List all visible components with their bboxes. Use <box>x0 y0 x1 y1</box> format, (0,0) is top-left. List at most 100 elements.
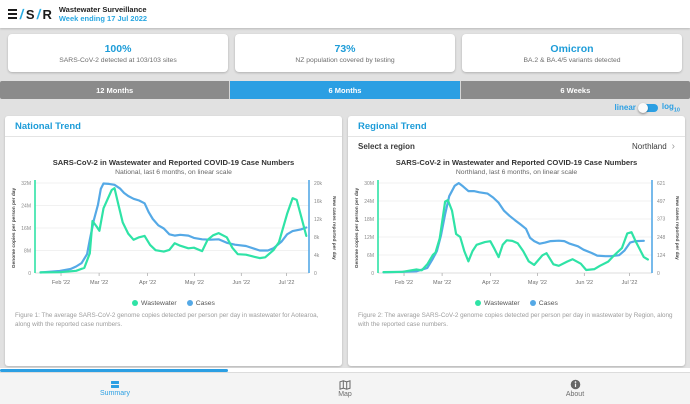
map-icon <box>339 379 351 390</box>
stat-card-coverage: 73% NZ population covered by testing <box>235 34 455 72</box>
legend-item-cases: Cases <box>186 300 215 307</box>
logo-letter-r: R <box>42 6 52 22</box>
logo-letter-s: S <box>25 6 35 22</box>
stat-cards: 100% SARS-CoV-2 detected at 103/103 site… <box>0 28 690 76</box>
scale-toggle-row: linear log10 <box>0 99 690 116</box>
esr-logo-e-icon <box>8 8 17 20</box>
stat-value: 100% <box>104 42 132 55</box>
svg-text:Genome copies per person per d: Genome copies per person per day <box>11 188 17 269</box>
svg-text:May '22: May '22 <box>527 280 546 286</box>
regional-chart-wrap: 0 6M 12M 18M 24M 30M 0 124 248 373 497 621 Feb '22 Ma… <box>348 176 685 298</box>
legend-item-wastewater: Wastewater <box>475 300 520 307</box>
region-select-label: Select a region <box>358 142 415 151</box>
svg-text:621: 621 <box>657 181 666 187</box>
svg-text:18M: 18M <box>364 217 374 223</box>
svg-text:Mar '22: Mar '22 <box>433 280 451 286</box>
regional-chart-subtitle: Northland, last 6 months, on linear scal… <box>455 169 578 176</box>
national-spacer <box>5 137 342 156</box>
nav-label: About <box>565 391 585 398</box>
chart-legend: Wastewater Cases <box>5 298 342 308</box>
info-icon <box>570 379 580 390</box>
linear-label: linear <box>614 103 636 112</box>
nav-item-about[interactable]: About <box>460 379 690 398</box>
header-titles: Wastewater Surveillance Week ending 17 J… <box>59 5 147 24</box>
wastewater-dot-icon <box>475 300 482 306</box>
national-trend-panel: National Trend SARS-CoV-2 in Wastewater … <box>5 116 342 366</box>
region-select-row[interactable]: Select a region Northland › <box>348 137 685 156</box>
chevron-right-icon: › <box>671 140 675 152</box>
svg-text:4k: 4k <box>314 253 320 259</box>
week-ending-label: Week ending 17 Jul 2022 <box>58 14 148 23</box>
svg-text:Genome copies per person per d: Genome copies per person per day <box>354 188 360 269</box>
esr-logo: / S / R <box>8 6 52 22</box>
stat-card-detection: 100% SARS-CoV-2 detected at 103/103 site… <box>8 34 228 72</box>
svg-text:12M: 12M <box>364 235 374 241</box>
tab-6-weeks[interactable]: 6 Weeks <box>460 81 690 99</box>
national-chart-title: SARS-CoV-2 in Wastewater and Reported CO… <box>52 158 295 167</box>
national-trend-title: National Trend <box>5 116 342 137</box>
app-header: / S / R Wastewater Surveillance Week end… <box>0 0 690 28</box>
regional-chart[interactable]: 0 6M 12M 18M 24M 30M 0 124 248 373 497 621 Feb '22 Ma… <box>350 176 684 298</box>
nav-label: Map <box>338 390 352 398</box>
stat-label: BA.2 & BA.4/5 variants detected <box>523 56 621 64</box>
svg-text:16k: 16k <box>314 199 323 205</box>
log-label: log10 <box>661 101 680 114</box>
svg-text:30M: 30M <box>364 181 374 187</box>
stat-value: 73% <box>334 42 356 55</box>
svg-text:24M: 24M <box>21 203 31 209</box>
svg-text:8M: 8M <box>24 248 31 254</box>
svg-text:20k: 20k <box>314 181 323 187</box>
svg-text:124: 124 <box>657 253 666 259</box>
logo-slash: / <box>35 6 42 22</box>
svg-text:0: 0 <box>28 271 31 277</box>
svg-text:Mar '22: Mar '22 <box>90 280 108 286</box>
figure-1-caption: Figure 1: The average SARS-CoV-2 genome … <box>15 312 319 329</box>
svg-text:Apr '22: Apr '22 <box>138 280 155 286</box>
svg-text:New cases reported per day: New cases reported per day <box>331 196 337 260</box>
trend-panels: National Trend SARS-CoV-2 in Wastewater … <box>0 116 690 366</box>
logo-slash: / <box>18 6 26 22</box>
stat-value: Omicron <box>550 42 594 55</box>
nav-item-summary[interactable]: Summary <box>0 380 230 397</box>
tab-6-months[interactable]: 6 Months <box>230 81 461 99</box>
svg-text:0: 0 <box>657 271 660 277</box>
svg-text:Jul '22: Jul '22 <box>278 280 294 286</box>
svg-text:248: 248 <box>657 235 666 241</box>
svg-text:0: 0 <box>371 271 374 277</box>
national-chart-subtitle: National, last 6 months, on linear scale <box>115 169 232 176</box>
svg-text:Jul '22: Jul '22 <box>621 280 637 286</box>
stat-label: SARS-CoV-2 detected at 103/103 sites <box>59 56 177 64</box>
time-range-tabs: 12 Months 6 Months 6 Weeks <box>0 81 690 99</box>
horizontal-scroll-track <box>0 368 690 372</box>
svg-text:New cases reported per day: New cases reported per day <box>674 196 680 260</box>
stat-label: NZ population covered by testing <box>295 56 395 64</box>
national-chart[interactable]: 0 8M 16M 24M 32M 0 4k 8k 12k 16k 20k Feb '22 Mar '22… <box>7 176 341 298</box>
svg-text:Apr '22: Apr '22 <box>481 280 498 286</box>
svg-text:24M: 24M <box>364 199 374 205</box>
bottom-nav: Summary Map About <box>0 372 690 404</box>
chart-legend: Wastewater Cases <box>348 298 685 308</box>
nav-item-map[interactable]: Map <box>230 379 460 398</box>
svg-text:497: 497 <box>657 199 666 205</box>
svg-text:12k: 12k <box>314 217 323 223</box>
figure-2-caption: Figure 2: The average SARS-CoV-2 genome … <box>358 312 673 329</box>
stat-card-variants: Omicron BA.2 & BA.4/5 variants detected <box>462 34 682 72</box>
regional-trend-panel: Regional Trend Select a region Northland… <box>348 116 685 366</box>
cases-dot-icon <box>186 300 193 306</box>
app-title: Wastewater Surveillance <box>58 4 147 14</box>
svg-text:373: 373 <box>657 217 666 223</box>
svg-text:6M: 6M <box>367 253 374 259</box>
horizontal-scroll-thumb[interactable] <box>0 368 228 372</box>
region-select-value[interactable]: Northland › <box>631 140 675 152</box>
tab-12-months[interactable]: 12 Months <box>0 81 231 99</box>
svg-text:Feb '22: Feb '22 <box>51 280 69 286</box>
regional-chart-title: SARS-CoV-2 in Wastewater and Reported CO… <box>395 158 638 167</box>
svg-text:8k: 8k <box>314 235 320 241</box>
scale-toggle-switch[interactable] <box>637 102 658 113</box>
svg-text:Jun '22: Jun '22 <box>575 280 593 286</box>
svg-text:16M: 16M <box>21 226 31 232</box>
regional-trend-title: Regional Trend <box>348 116 685 137</box>
legend-item-cases: Cases <box>529 300 558 307</box>
svg-text:Jun '22: Jun '22 <box>232 280 250 286</box>
